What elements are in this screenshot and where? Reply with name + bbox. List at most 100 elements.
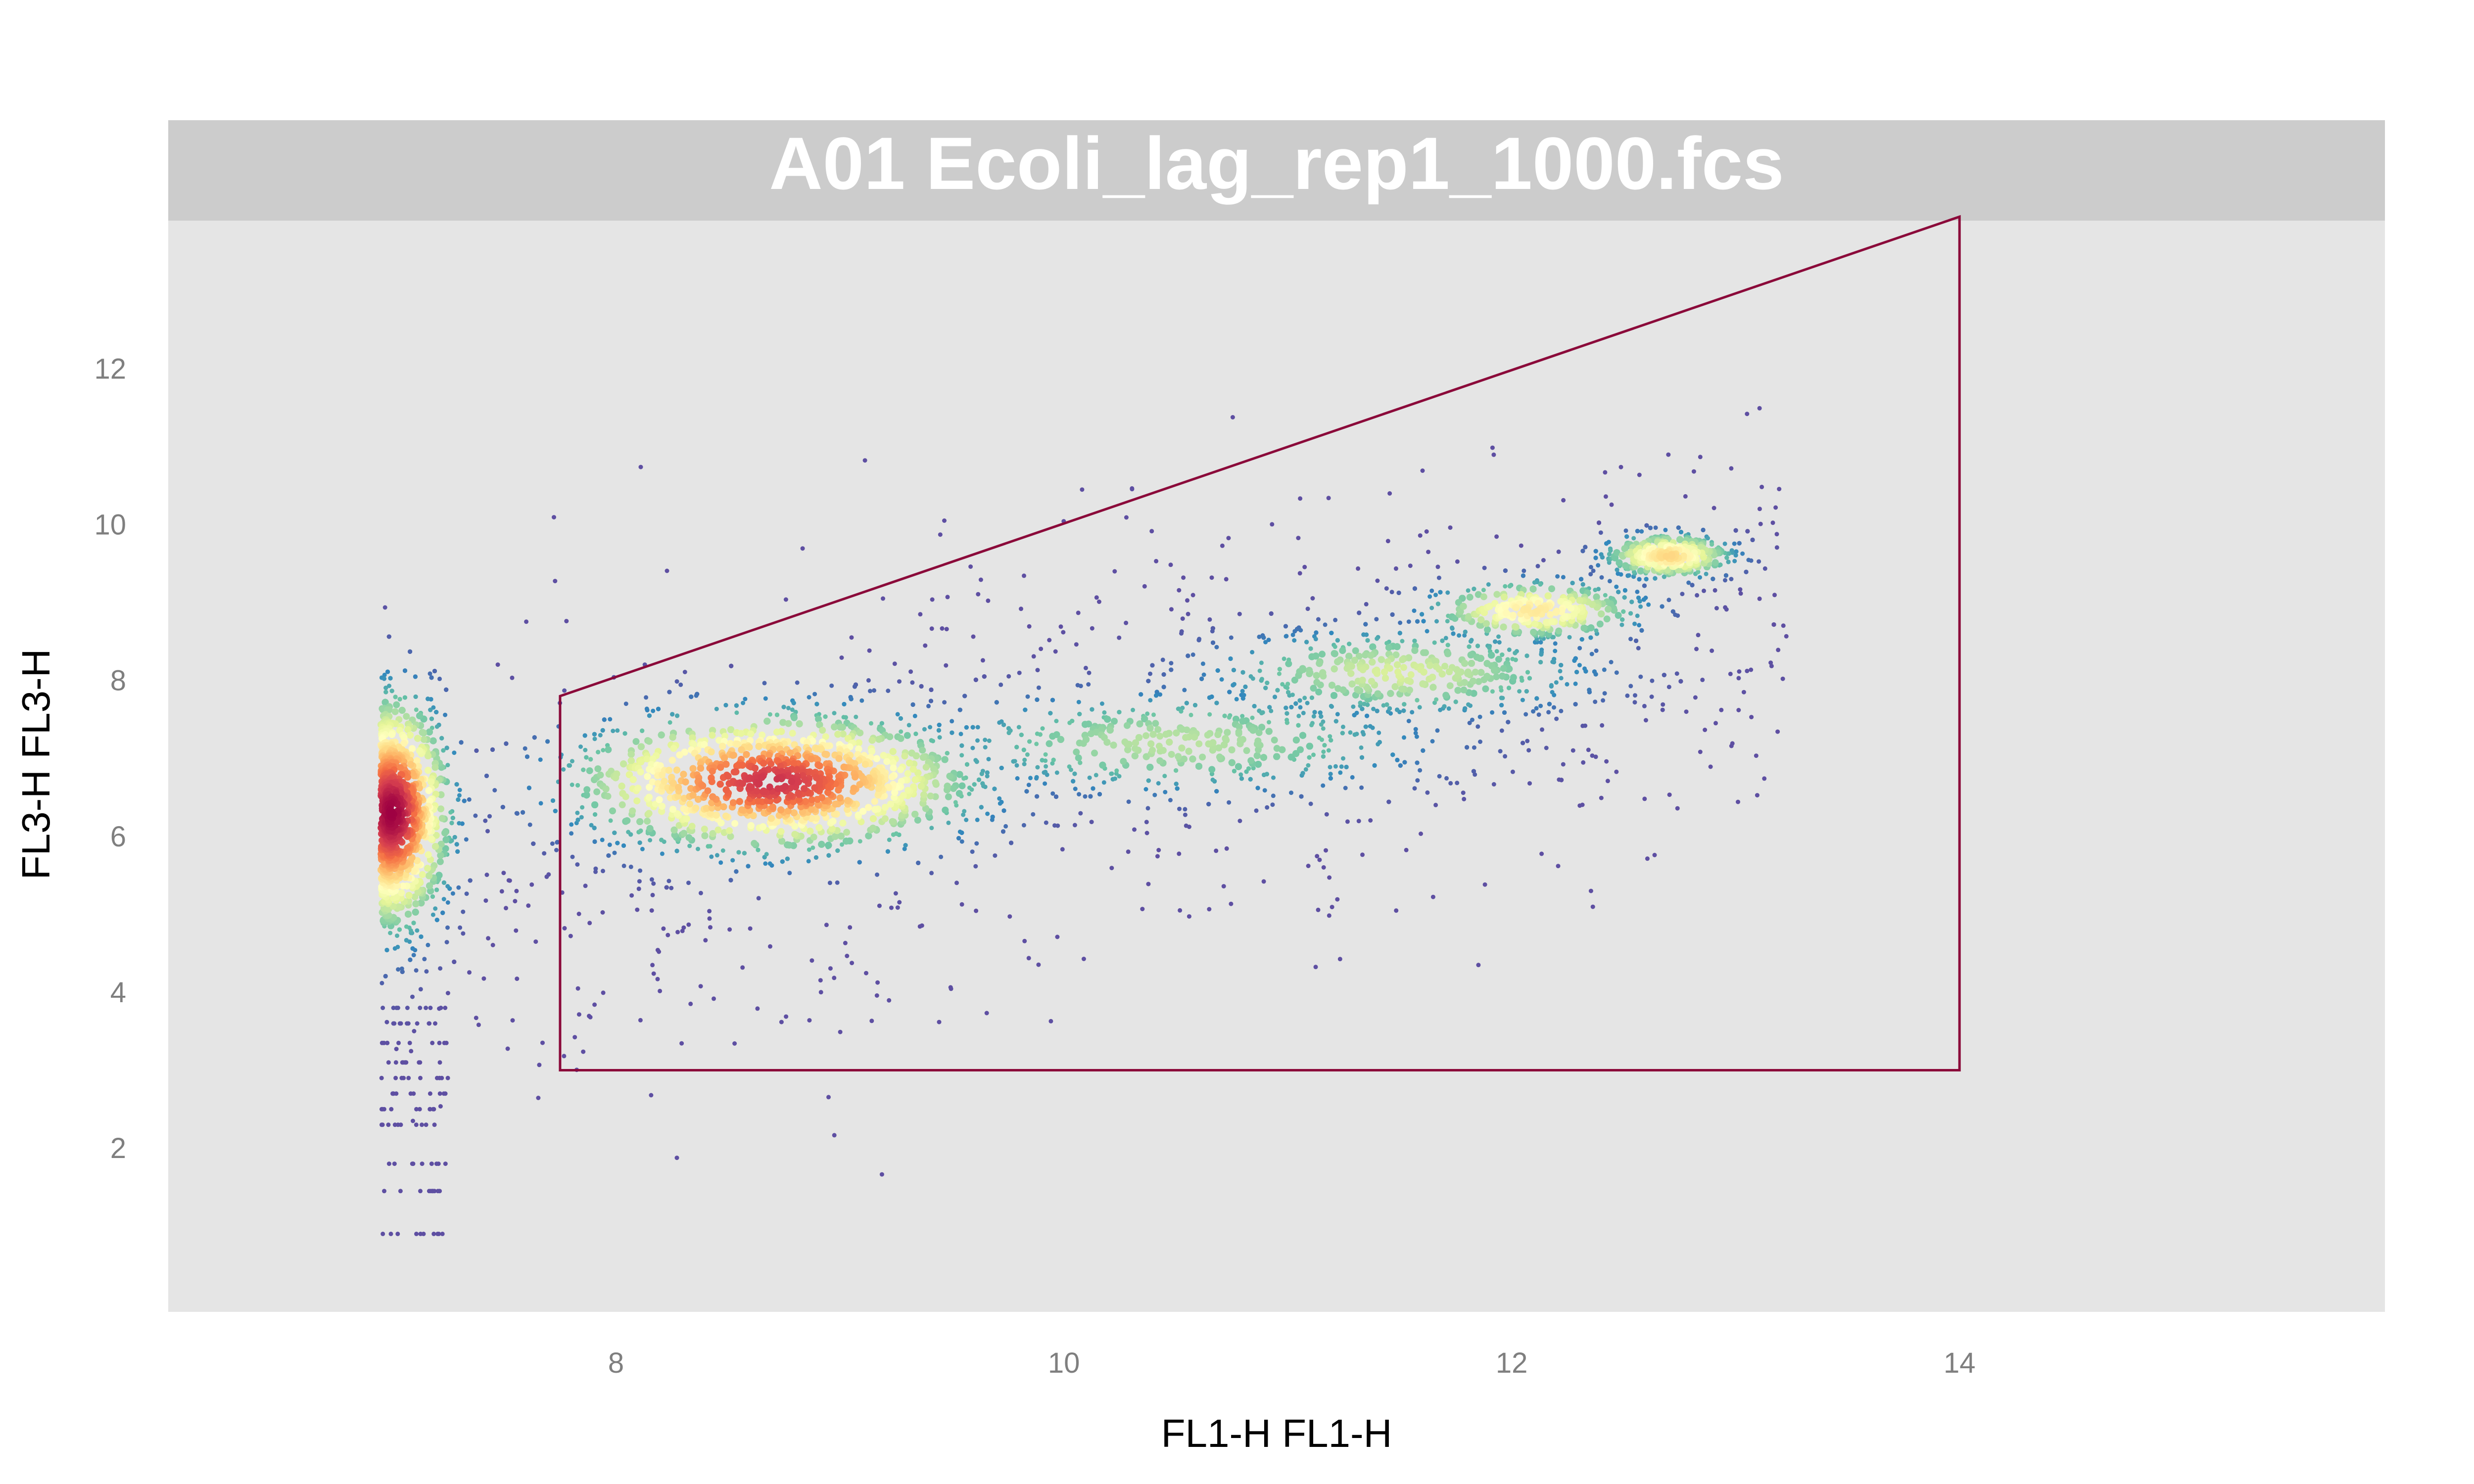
scatter-point (640, 728, 645, 733)
scatter-point (964, 818, 969, 822)
scatter-point (426, 696, 430, 701)
scatter-point (1006, 674, 1011, 679)
scatter-point (1297, 746, 1304, 753)
scatter-point (457, 788, 462, 792)
scatter-point (1420, 468, 1425, 473)
scatter-point (903, 843, 908, 848)
scatter-point (437, 1040, 442, 1045)
scatter-point (1628, 611, 1633, 616)
scatter-point (1634, 638, 1639, 643)
scatter-point (1496, 634, 1501, 639)
scatter-point (1600, 555, 1605, 560)
scatter-point (1451, 631, 1456, 636)
scatter-point (1333, 617, 1338, 622)
scatter-point (779, 1020, 784, 1024)
scatter-point (1626, 573, 1631, 578)
scatter-point (859, 698, 864, 703)
scatter-point (975, 738, 980, 743)
scatter-point (1303, 767, 1308, 772)
scatter-point (1271, 793, 1276, 798)
scatter-point (1078, 811, 1083, 816)
scatter-point (437, 676, 442, 681)
scatter-point (411, 921, 416, 926)
scatter-point (1549, 683, 1554, 688)
scatter-point (445, 925, 450, 930)
scatter-point (1148, 671, 1152, 676)
scatter-point (637, 840, 642, 845)
scatter-point (1143, 787, 1148, 791)
scatter-point (578, 744, 583, 749)
scatter-point (398, 1189, 403, 1194)
scatter-point (623, 817, 631, 824)
scatter-point (1738, 587, 1743, 592)
scatter-point (646, 825, 654, 832)
scatter-point (1345, 819, 1350, 824)
scatter-point (1580, 549, 1585, 554)
scatter-point (1333, 764, 1338, 769)
scatter-point (818, 978, 823, 983)
scatter-point (434, 1075, 439, 1080)
scatter-point (638, 868, 643, 873)
scatter-point (1476, 963, 1481, 968)
scatter-point (682, 670, 687, 674)
scatter-point (504, 741, 509, 746)
scatter-point (1412, 586, 1417, 591)
scatter-point (1555, 574, 1560, 579)
scatter-point (1635, 529, 1640, 534)
scatter-point (561, 767, 566, 772)
scatter-point (1250, 715, 1255, 720)
scatter-point (1371, 706, 1376, 711)
scatter-point (975, 725, 980, 730)
scatter-point (919, 684, 924, 689)
scatter-point (1666, 685, 1671, 690)
scatter-point (1140, 907, 1145, 912)
scatter-point (562, 926, 567, 930)
scatter-point (393, 1060, 398, 1065)
scatter-point (424, 1006, 428, 1010)
scatter-point (1335, 712, 1340, 717)
scatter-point (894, 831, 899, 836)
scatter-point (879, 1172, 884, 1177)
scatter-point (1478, 740, 1482, 744)
scatter-point (532, 735, 537, 740)
scatter-point (875, 872, 880, 877)
scatter-point (1174, 768, 1179, 773)
scatter-point (1645, 856, 1650, 861)
scatter-point (1228, 656, 1233, 661)
scatter-point (1209, 575, 1214, 580)
scatter-point (1195, 763, 1202, 770)
scatter-point (589, 823, 594, 828)
scatter-point (598, 733, 603, 738)
scatter-point (1296, 723, 1301, 728)
scatter-point (1467, 651, 1475, 658)
scatter-point (1572, 658, 1577, 663)
scatter-point (553, 809, 558, 813)
scatter-point (1713, 721, 1718, 726)
scatter-point (1083, 794, 1088, 799)
scatter-point (1321, 865, 1326, 870)
scatter-point (1553, 641, 1558, 646)
scatter-point (1404, 847, 1409, 852)
scatter-point (1224, 577, 1229, 582)
scatter-point (1240, 714, 1245, 719)
scatter-point (1732, 541, 1737, 546)
scatter-point (596, 749, 601, 754)
scatter-point (872, 688, 876, 693)
scatter-point (626, 830, 631, 835)
scatter-point (605, 746, 612, 753)
scatter-point (623, 701, 628, 706)
scatter-point (764, 852, 769, 857)
scatter-point (473, 813, 478, 818)
scatter-point (868, 689, 872, 694)
scatter-point (1078, 684, 1083, 689)
scatter-point (458, 925, 463, 930)
scatter-point (1746, 557, 1751, 562)
scatter-point (953, 800, 958, 805)
scatter-point (1061, 630, 1066, 635)
scatter-point (569, 831, 574, 836)
scatter-point (959, 743, 964, 748)
scatter-point (1124, 515, 1129, 520)
scatter-point (428, 1107, 432, 1112)
scatter-point (580, 805, 585, 810)
